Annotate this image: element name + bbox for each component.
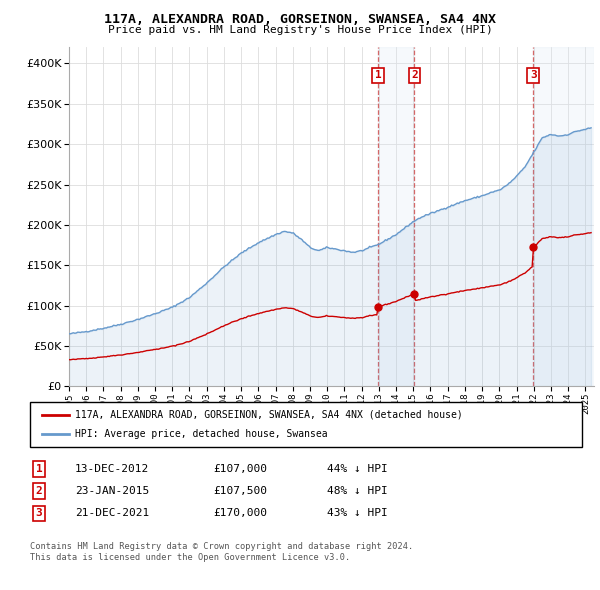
Text: Price paid vs. HM Land Registry's House Price Index (HPI): Price paid vs. HM Land Registry's House …	[107, 25, 493, 35]
Text: 117A, ALEXANDRA ROAD, GORSEINON, SWANSEA, SA4 4NX: 117A, ALEXANDRA ROAD, GORSEINON, SWANSEA…	[104, 13, 496, 26]
Text: £170,000: £170,000	[213, 509, 267, 518]
Bar	[378, 47, 415, 386]
Text: 23-JAN-2015: 23-JAN-2015	[75, 486, 149, 496]
Text: £107,000: £107,000	[213, 464, 267, 474]
Text: This data is licensed under the Open Government Licence v3.0.: This data is licensed under the Open Gov…	[30, 553, 350, 562]
Text: 3: 3	[35, 509, 43, 518]
Text: 43% ↓ HPI: 43% ↓ HPI	[327, 509, 388, 518]
Text: 2: 2	[35, 486, 43, 496]
Text: HPI: Average price, detached house, Swansea: HPI: Average price, detached house, Swan…	[75, 430, 328, 439]
Text: £107,500: £107,500	[213, 486, 267, 496]
Bar	[533, 47, 594, 386]
Text: 1: 1	[375, 70, 382, 80]
Text: 2: 2	[411, 70, 418, 80]
Text: 3: 3	[530, 70, 536, 80]
Text: Contains HM Land Registry data © Crown copyright and database right 2024.: Contains HM Land Registry data © Crown c…	[30, 542, 413, 550]
Text: 44% ↓ HPI: 44% ↓ HPI	[327, 464, 388, 474]
Text: 21-DEC-2021: 21-DEC-2021	[75, 509, 149, 518]
Text: 13-DEC-2012: 13-DEC-2012	[75, 464, 149, 474]
Text: 48% ↓ HPI: 48% ↓ HPI	[327, 486, 388, 496]
Text: 1: 1	[35, 464, 43, 474]
Text: 117A, ALEXANDRA ROAD, GORSEINON, SWANSEA, SA4 4NX (detached house): 117A, ALEXANDRA ROAD, GORSEINON, SWANSEA…	[75, 410, 463, 419]
